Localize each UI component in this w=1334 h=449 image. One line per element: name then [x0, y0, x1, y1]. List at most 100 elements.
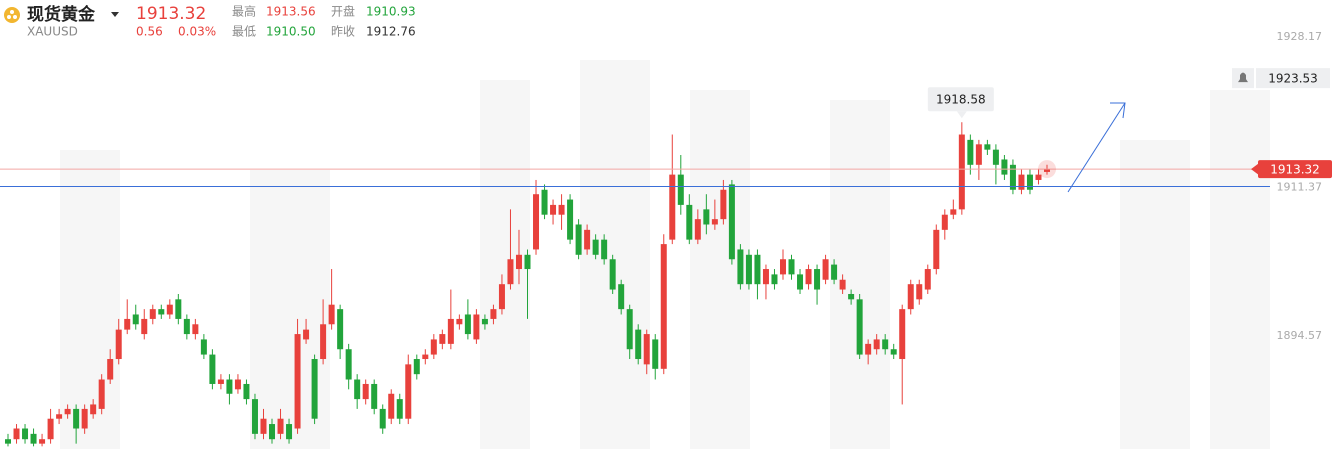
candle-body	[831, 264, 838, 280]
candle-body	[13, 428, 20, 440]
high-tooltip	[927, 87, 994, 112]
candle-body	[899, 309, 906, 360]
candle-body	[967, 139, 974, 165]
candle-body	[805, 269, 812, 285]
candle-body	[124, 318, 131, 330]
candle-body	[303, 329, 310, 340]
candle-body	[396, 399, 403, 419]
candle-body	[217, 379, 224, 384]
candle-body	[166, 304, 173, 315]
candle-body	[5, 439, 11, 444]
candle-body	[541, 189, 548, 215]
candle-body	[447, 318, 454, 344]
last-price-tag-arrow	[1251, 163, 1259, 176]
candle-body	[251, 399, 258, 434]
candle-body	[498, 284, 505, 310]
candle-body	[226, 379, 233, 394]
candle-body	[405, 364, 412, 419]
candle-body	[635, 329, 642, 360]
candle-body	[354, 379, 361, 400]
candle-body	[158, 309, 165, 315]
alert-label: 1923.53	[1268, 72, 1318, 86]
candle-body	[745, 254, 752, 285]
candle-body	[1001, 159, 1008, 175]
candle-body	[728, 184, 735, 260]
bg-building	[250, 170, 330, 449]
stat-label: 开盘	[331, 4, 355, 19]
candle-body	[865, 343, 872, 355]
candle-body	[1035, 174, 1042, 180]
high-tooltip-label: 1918.58	[936, 93, 986, 107]
y-tick-label: 1928.17	[1277, 30, 1323, 43]
change-percent: 0.03%	[178, 25, 216, 39]
candle-body	[234, 379, 241, 390]
candle-body	[933, 229, 940, 270]
candle-body	[711, 219, 718, 225]
bg-building	[1120, 140, 1190, 449]
candle-body	[371, 383, 378, 409]
candle-body	[941, 214, 948, 230]
candle-body	[132, 314, 139, 325]
candle-body	[660, 244, 667, 369]
candle-body	[507, 259, 514, 285]
bg-building	[1210, 90, 1270, 449]
alert-box	[1256, 68, 1330, 89]
candle-body	[422, 354, 429, 360]
candle-body	[703, 209, 710, 225]
instrument-name[interactable]: 现货黄金	[27, 4, 96, 25]
stat-label: 最低	[232, 25, 256, 39]
candle-body	[39, 439, 46, 444]
change: 0.56	[136, 25, 163, 39]
last-price-label: 1913.32	[1270, 163, 1320, 177]
trend-arrow[interactable]	[1067, 102, 1126, 193]
candle-body	[30, 433, 37, 444]
candle-body	[601, 239, 608, 260]
candle-body	[882, 339, 889, 350]
candle-body	[430, 339, 437, 355]
candle-body	[694, 219, 701, 240]
last-price-glow	[1038, 160, 1056, 179]
price: 1913.32	[136, 4, 206, 24]
bg-building	[480, 80, 530, 449]
background-buildings	[60, 60, 1270, 449]
candle-body	[73, 408, 80, 429]
candle-body	[328, 304, 335, 325]
candle-body	[592, 239, 599, 255]
candle-body	[311, 359, 318, 419]
alert-bell	[1238, 72, 1248, 83]
candle-body	[200, 339, 207, 355]
candle-body	[669, 174, 676, 240]
candle-body	[98, 379, 105, 409]
candle-body	[677, 174, 684, 205]
candle-body	[652, 339, 659, 369]
stat-label: 最高	[232, 4, 256, 19]
candle-body	[490, 309, 497, 319]
stat-value: 1910.50	[266, 25, 316, 39]
candle-body	[192, 324, 199, 335]
candle-body	[907, 284, 914, 310]
candle-body	[464, 314, 471, 335]
candle-body	[771, 274, 778, 285]
candle-body	[388, 393, 395, 419]
stat-value: 1913.56	[266, 5, 316, 19]
candle-body	[584, 229, 591, 250]
candle-body	[975, 144, 982, 165]
candle-body	[609, 259, 616, 290]
candle-body	[754, 254, 761, 285]
candle-body	[456, 318, 463, 325]
candle-body	[439, 334, 446, 344]
candle-body	[737, 249, 744, 285]
candle-body	[294, 334, 301, 429]
candle-body	[362, 383, 369, 400]
candle-body	[56, 414, 63, 419]
candle-body	[269, 424, 276, 440]
high-tooltip-pointer	[956, 111, 967, 119]
candle-body	[1009, 164, 1016, 190]
candle-body	[413, 359, 420, 375]
candle-body	[1018, 174, 1025, 190]
symbol: XAUUSD	[27, 25, 78, 39]
header: 现货黄金 XAUUSD 1913.32 0.56 0.03% 最高 1913.5…	[4, 4, 416, 39]
dropdown-arrow[interactable]	[111, 12, 119, 17]
candle-body	[567, 199, 574, 240]
